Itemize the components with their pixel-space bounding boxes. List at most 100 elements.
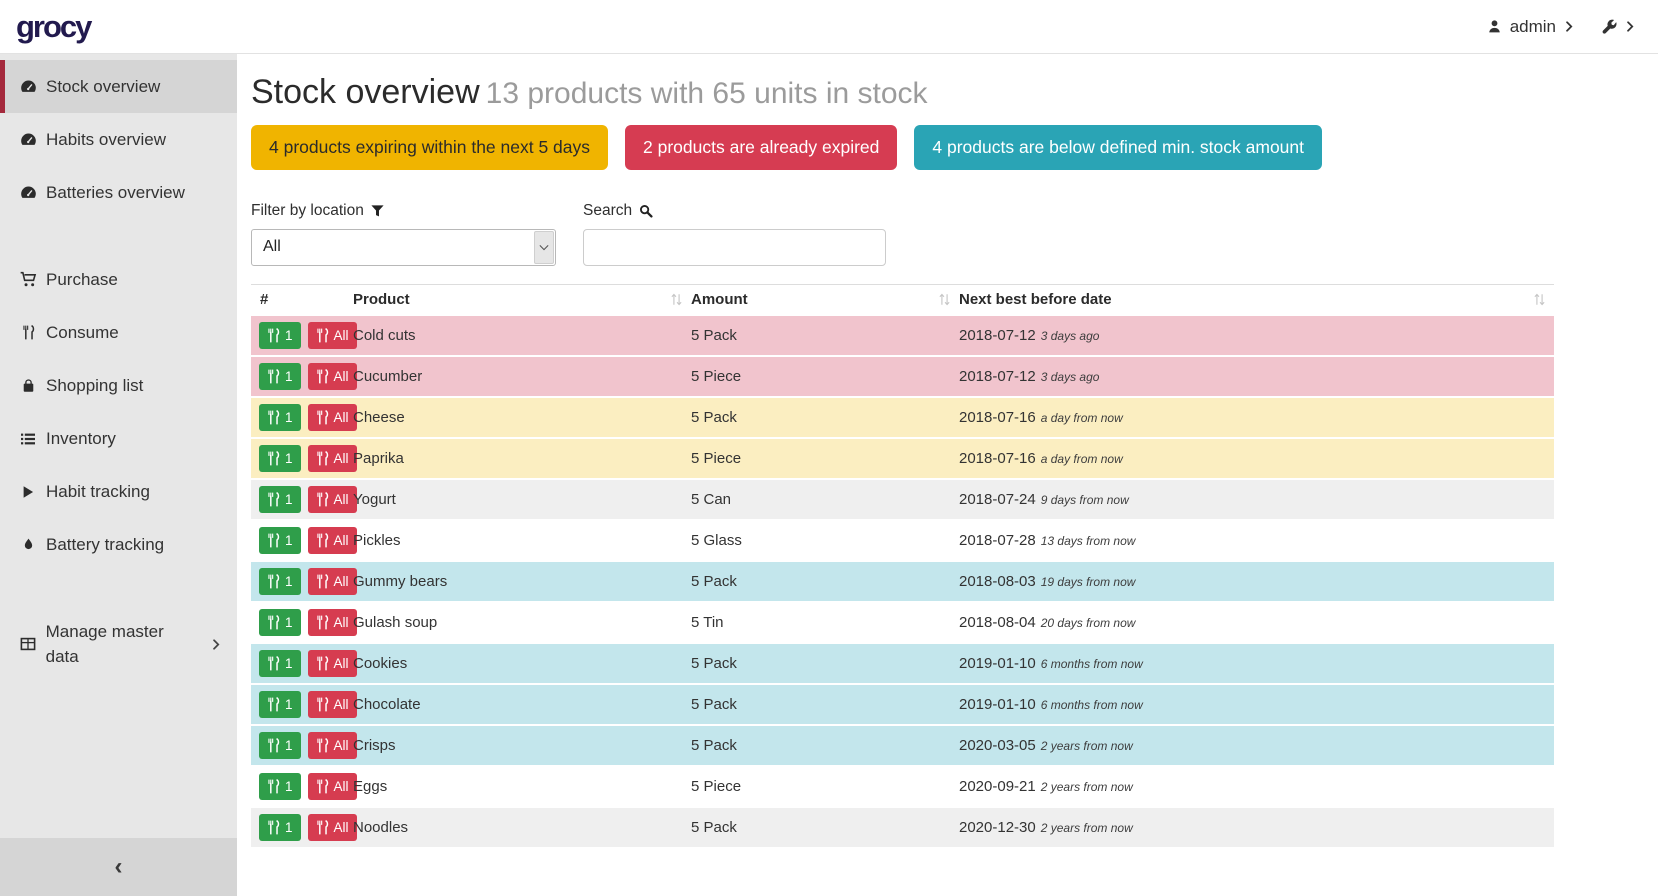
sidebar-item-batteries-overview[interactable]: Batteries overview [0, 166, 237, 219]
sidebar-item-purchase[interactable]: Purchase [0, 253, 237, 306]
consume-one-button[interactable]: 1 [259, 690, 301, 718]
consume-one-label: 1 [285, 778, 293, 794]
location-select[interactable]: All [251, 228, 556, 266]
date-relative: a day from now [1040, 451, 1123, 466]
date-value: 2018-07-24 [959, 490, 1036, 508]
user-menu[interactable]: admin [1487, 17, 1573, 37]
date-relative: 6 months from now [1040, 656, 1143, 671]
consume-all-button[interactable]: All [307, 526, 357, 554]
consume-all-button[interactable]: All [307, 485, 357, 513]
sidebar-collapse-button[interactable]: ‹ [0, 838, 237, 896]
app-logo[interactable]: grocy [16, 8, 92, 44]
consume-all-button[interactable]: All [307, 362, 357, 390]
sidebar-item-inventory[interactable]: Inventory [0, 412, 237, 465]
consume-all-button[interactable]: All [307, 731, 357, 759]
cutlery-icon [267, 368, 280, 384]
consume-all-button[interactable]: All [307, 608, 357, 636]
row-actions: 1 All [251, 518, 357, 561]
column-header-amount[interactable]: Amount [691, 283, 959, 316]
date-value: 2018-07-12 [959, 367, 1036, 385]
sidebar-item-label: Battery tracking [46, 535, 165, 554]
amount-value: 5 Pack [691, 682, 959, 725]
column-header-product[interactable]: Product [353, 283, 691, 316]
badge-expiring[interactable]: 4 products expiring within the next 5 da… [251, 124, 609, 170]
date-value: 2018-08-03 [959, 572, 1036, 590]
consume-all-button[interactable]: All [307, 403, 357, 431]
sidebar-item-label: Shopping list [46, 376, 144, 395]
tachometer-icon [19, 78, 37, 95]
date-relative: 13 days from now [1040, 533, 1136, 548]
sidebar-item-manage-master-data[interactable]: Manage master data [0, 605, 237, 683]
sidebar-item-consume[interactable]: Consume [0, 306, 237, 359]
best-before-date: 2018-07-24 9 days from now [959, 477, 1554, 520]
badge-below-min[interactable]: 4 products are below defined min. stock … [914, 124, 1322, 170]
cutlery-icon [267, 409, 280, 425]
consume-all-button[interactable]: All [307, 649, 357, 677]
sidebar-item-stock-overview[interactable]: Stock overview [0, 60, 237, 113]
consume-all-label: All [333, 327, 349, 343]
consume-one-button[interactable]: 1 [259, 444, 301, 472]
cutlery-icon [267, 491, 280, 507]
user-icon [1487, 19, 1502, 34]
date-value: 2018-07-28 [959, 531, 1036, 549]
consume-all-button[interactable]: All [307, 567, 357, 595]
consume-one-button[interactable]: 1 [259, 813, 301, 841]
badge-expired[interactable]: 2 products are already expired [625, 124, 898, 170]
consume-one-label: 1 [285, 368, 293, 384]
table-row-cucumber: 1 All Cucumber 5 Piece 2018-07-12 3 days ago [251, 354, 1554, 397]
consume-one-button[interactable]: 1 [259, 526, 301, 554]
cutlery-icon [267, 655, 280, 671]
consume-all-button[interactable]: All [307, 444, 357, 472]
table-row-paprika: 1 All Paprika 5 Piece 2018-07-16 a day from n… [251, 436, 1554, 479]
search-input[interactable] [583, 228, 886, 266]
consume-one-button[interactable]: 1 [259, 608, 301, 636]
play-icon [19, 485, 37, 499]
cutlery-icon [316, 327, 329, 343]
sidebar-item-battery-tracking[interactable]: Battery tracking [0, 518, 237, 571]
row-actions: 1 All [251, 723, 357, 766]
summary-badges: 4 products expiring within the next 5 da… [251, 124, 1644, 170]
consume-one-button[interactable]: 1 [259, 567, 301, 595]
best-before-date: 2018-07-12 3 days ago [959, 354, 1554, 397]
date-value: 2018-08-04 [959, 613, 1036, 631]
column-label: Amount [691, 290, 748, 308]
row-actions: 1 All [251, 436, 357, 479]
table-header-row: # Product Amount Next best before date [251, 283, 1554, 316]
row-actions: 1 All [251, 354, 357, 397]
settings-menu[interactable] [1601, 19, 1634, 35]
consume-one-button[interactable]: 1 [259, 362, 301, 390]
cutlery-icon [267, 737, 280, 753]
consume-one-button[interactable]: 1 [259, 321, 301, 349]
cart-icon [19, 271, 37, 288]
consume-one-button[interactable]: 1 [259, 649, 301, 677]
cutlery-icon [316, 491, 329, 507]
chevron-down-icon[interactable] [534, 230, 554, 264]
bag-icon [19, 378, 37, 393]
consume-all-button[interactable]: All [307, 690, 357, 718]
sidebar-item-shopping-list[interactable]: Shopping list [0, 359, 237, 412]
consume-one-button[interactable]: 1 [259, 731, 301, 759]
column-header-next-best-before-date[interactable]: Next best before date [959, 283, 1554, 316]
date-relative: 20 days from now [1040, 615, 1136, 630]
consume-one-label: 1 [285, 450, 293, 466]
product-name: Cucumber [353, 354, 691, 397]
consume-one-button[interactable]: 1 [259, 403, 301, 431]
best-before-date: 2018-08-04 20 days from now [959, 600, 1554, 643]
consume-one-button[interactable]: 1 [259, 772, 301, 800]
consume-all-label: All [333, 491, 349, 507]
consume-one-label: 1 [285, 696, 293, 712]
navbar-right: admin [1487, 17, 1634, 37]
amount-value: 5 Glass [691, 518, 959, 561]
date-value: 2018-07-16 [959, 449, 1036, 467]
sidebar-item-habit-tracking[interactable]: Habit tracking [0, 465, 237, 518]
consume-one-button[interactable]: 1 [259, 485, 301, 513]
consume-all-button[interactable]: All [307, 321, 357, 349]
best-before-date: 2018-08-03 19 days from now [959, 559, 1554, 602]
sidebar-item-habits-overview[interactable]: Habits overview [0, 113, 237, 166]
best-before-date: 2019-01-10 6 months from now [959, 682, 1554, 725]
date-relative: 2 years from now [1040, 820, 1133, 835]
sidebar-item-label: Stock overview [46, 77, 161, 96]
amount-value: 5 Pack [691, 723, 959, 766]
consume-all-button[interactable]: All [307, 813, 357, 841]
consume-all-button[interactable]: All [307, 772, 357, 800]
